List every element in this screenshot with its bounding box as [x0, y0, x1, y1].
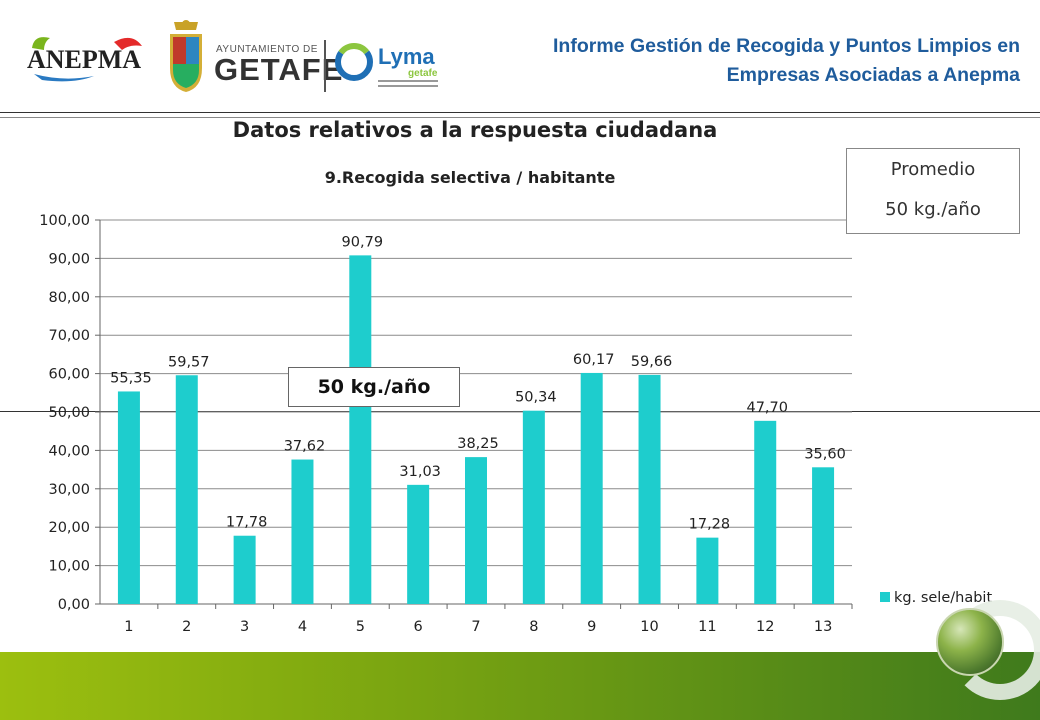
logo-getafe-text: GETAFE: [214, 52, 344, 87]
data-label: 31,03: [399, 464, 441, 480]
x-tick-label: 8: [529, 619, 538, 635]
x-tick-label: 2: [182, 619, 191, 635]
report-title-line2: Empresas Asociadas a Anepma: [726, 64, 1020, 86]
chart-grid: 0,00 10,00 20,00 30,00 40,00 50,00 60,00 70,00 8…: [39, 213, 853, 613]
bar: [522, 410, 545, 604]
header-rule-secondary: [0, 117, 1040, 118]
y-tick-label: 40,00: [48, 443, 90, 459]
lyma-logo-sub: getafe: [408, 68, 438, 79]
data-label: 60,17: [573, 352, 615, 368]
y-tick-label: 100,00: [39, 213, 90, 229]
data-label: 47,70: [746, 400, 788, 416]
data-label: 90,79: [342, 234, 384, 250]
section-title: Datos relativos a la respuesta ciudadana: [232, 118, 718, 142]
data-label: 17,28: [689, 517, 731, 533]
y-tick-label: 0,00: [58, 597, 90, 613]
bar: [233, 535, 256, 604]
x-tick-label: 6: [414, 619, 423, 635]
data-label: 35,60: [804, 446, 846, 462]
logo-divider: [324, 40, 326, 92]
bar: [117, 391, 140, 604]
average-label: Promedio: [890, 159, 976, 180]
x-tick-label: 1: [124, 619, 133, 635]
data-label: 59,57: [168, 354, 210, 370]
y-tick-label: 90,00: [48, 251, 90, 267]
bar: [754, 420, 777, 604]
anepma-logo: ANEPMA: [27, 37, 142, 82]
average-value: 50 kg./año: [885, 199, 981, 220]
header: ANEPMA AYUNTAMIENTO DE GETAFE Lyma getaf…: [0, 0, 1040, 110]
report-title-line1: Informe Gestión de Recogida y Puntos Lim…: [553, 35, 1020, 57]
average-box: Promedio 50 kg./año: [846, 148, 1020, 234]
y-tick-label: 60,00: [48, 367, 90, 383]
x-tick-label: 13: [814, 619, 832, 635]
legend-label: kg. sele/habit: [894, 590, 992, 606]
globe-icon: [936, 608, 1004, 676]
x-tick-label: 7: [471, 619, 480, 635]
bar: [407, 484, 430, 604]
reference-label-box: 50 kg./año: [288, 367, 460, 407]
bar: [638, 374, 661, 604]
bar: [175, 375, 198, 604]
bar: [696, 537, 719, 604]
x-tick-label: 9: [587, 619, 596, 635]
y-tick-label: 80,00: [48, 290, 90, 306]
x-tick-label: 5: [356, 619, 365, 635]
logo-ayuntamiento-text: AYUNTAMIENTO DE: [216, 44, 318, 55]
data-label: 59,66: [631, 354, 673, 370]
chart-labels: 1 55,35 2 59,57 3 17,78 4 37,62 5 90,79 6 31,03 7 38,…: [110, 234, 846, 635]
x-tick-label: 12: [756, 619, 774, 635]
footer-band: [0, 652, 1040, 720]
data-label: 38,25: [457, 436, 499, 452]
data-label: 55,35: [110, 370, 152, 386]
anepma-logo-text: ANEPMA: [27, 45, 141, 74]
bar: [465, 457, 487, 604]
chart-legend: kg. sele/habit: [880, 590, 992, 606]
y-tick-label: 20,00: [48, 520, 90, 536]
lyma-logo: Lyma getafe: [335, 43, 438, 87]
x-tick-label: 4: [298, 619, 307, 635]
legend-swatch: [880, 592, 890, 602]
x-tick-label: 3: [240, 619, 249, 635]
y-tick-label: 30,00: [48, 482, 90, 498]
data-label: 50,34: [515, 390, 557, 406]
header-rule: [0, 112, 1040, 113]
bar: [580, 372, 603, 604]
chart-title: 9.Recogida selectiva / habitante: [324, 168, 616, 187]
bar: [291, 459, 314, 604]
x-tick-label: 10: [640, 619, 658, 635]
bar: [812, 467, 835, 604]
getafe-shield-icon: [170, 20, 202, 92]
data-label: 17,78: [226, 515, 268, 531]
y-tick-label: 50,00: [48, 405, 90, 421]
y-tick-label: 10,00: [48, 559, 90, 575]
bar: [349, 255, 372, 604]
data-label: 37,62: [284, 439, 326, 455]
x-tick-label: 11: [698, 619, 716, 635]
report-title: Informe Gestión de Recogida y Puntos Lim…: [420, 32, 1020, 90]
chart-bars: [117, 255, 835, 604]
y-tick-label: 70,00: [48, 328, 90, 344]
lyma-logo-text: Lyma: [378, 44, 435, 69]
